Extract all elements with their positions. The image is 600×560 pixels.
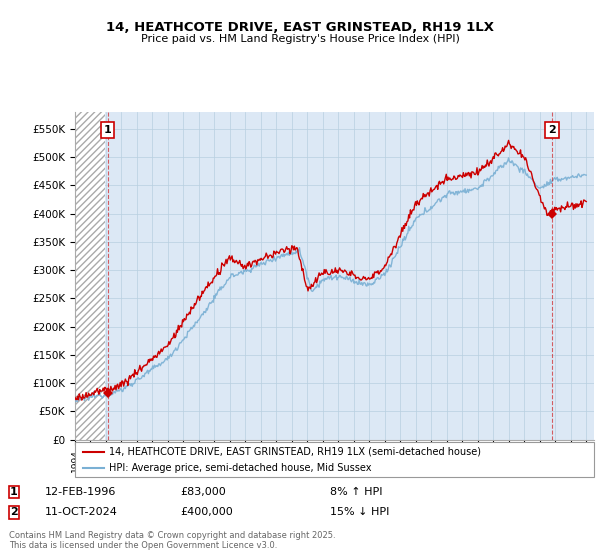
Text: 14, HEATHCOTE DRIVE, EAST GRINSTEAD, RH19 1LX (semi-detached house): 14, HEATHCOTE DRIVE, EAST GRINSTEAD, RH1…: [109, 447, 481, 457]
Text: £400,000: £400,000: [180, 507, 233, 517]
Text: £83,000: £83,000: [180, 487, 226, 497]
Text: 1: 1: [10, 487, 17, 497]
Text: Contains HM Land Registry data © Crown copyright and database right 2025.
This d: Contains HM Land Registry data © Crown c…: [9, 531, 335, 550]
Text: 2: 2: [548, 125, 556, 135]
Text: HPI: Average price, semi-detached house, Mid Sussex: HPI: Average price, semi-detached house,…: [109, 463, 371, 473]
Text: 14, HEATHCOTE DRIVE, EAST GRINSTEAD, RH19 1LX: 14, HEATHCOTE DRIVE, EAST GRINSTEAD, RH1…: [106, 21, 494, 34]
Text: 15% ↓ HPI: 15% ↓ HPI: [330, 507, 389, 517]
FancyBboxPatch shape: [75, 442, 594, 477]
Text: 11-OCT-2024: 11-OCT-2024: [45, 507, 118, 517]
Text: 1: 1: [104, 125, 112, 135]
Text: 8% ↑ HPI: 8% ↑ HPI: [330, 487, 383, 497]
Text: Price paid vs. HM Land Registry's House Price Index (HPI): Price paid vs. HM Land Registry's House …: [140, 34, 460, 44]
Bar: [75, 112, 105, 440]
Text: 2: 2: [10, 507, 17, 517]
Text: 12-FEB-1996: 12-FEB-1996: [45, 487, 116, 497]
